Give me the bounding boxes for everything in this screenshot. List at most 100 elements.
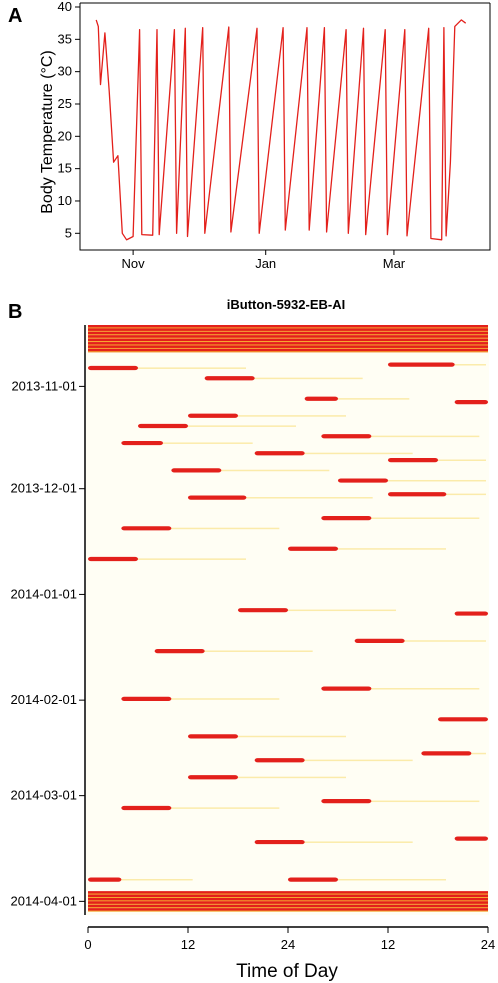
panel-b-date-label: 2013-12-01 — [11, 481, 78, 496]
arousal-bout — [188, 413, 238, 418]
arousal-bout — [304, 396, 338, 401]
arousal-bout — [321, 434, 372, 439]
euthermic-row-stripe — [88, 351, 488, 353]
panel-a-x-tick-label: Mar — [383, 256, 406, 271]
euthermic-row-stripe — [88, 910, 488, 912]
euthermic-row — [88, 904, 488, 909]
arousal-bout — [188, 734, 238, 739]
arousal-bout — [421, 751, 472, 756]
euthermic-row — [88, 891, 488, 895]
arousal-cooling-tail — [402, 640, 486, 642]
panel-b-actogram-heatmap: 2013-11-01 2013-12-01 2014-01-01 2014-02-01… — [11, 325, 495, 982]
arousal-cooling-tail — [386, 479, 486, 482]
arousal-bout — [321, 515, 372, 521]
panel-a-y-axis: 5 10 15 20 25 30 35 40 — [58, 0, 80, 240]
arousal-bout — [121, 440, 163, 446]
arousal-cooling-tail — [169, 807, 280, 809]
panel-a-y-tick-label: 40 — [58, 0, 72, 14]
panel-a-line-chart: 5 10 15 20 25 30 35 40 Nov Jan Mar Body Temperatu… — [39, 0, 491, 271]
arousal-bout — [204, 376, 255, 381]
arousal-cooling-tail — [136, 367, 246, 369]
panel-a-letter: A — [8, 5, 22, 27]
arousal-bout — [88, 556, 138, 562]
euthermic-row-stripe — [88, 893, 488, 895]
panel-a-y-tick-label: 35 — [58, 31, 72, 46]
panel-b-y-axis: 2013-11-01 2013-12-01 2014-01-01 2014-02-01… — [11, 378, 85, 908]
arousal-cooling-tail — [436, 459, 486, 462]
arousal-cooling-tail — [219, 469, 330, 472]
arousal-bout — [254, 758, 305, 763]
arousal-bout — [354, 638, 405, 643]
panel-b-x-tick-label: 24 — [481, 937, 495, 952]
panel-a-y-tick-label: 10 — [58, 193, 72, 208]
panel-b-x-tick-label: 12 — [381, 937, 395, 952]
euthermic-row-stripe — [88, 337, 488, 339]
arousal-bout — [388, 492, 447, 497]
euthermic-row-stripe — [88, 347, 488, 349]
arousal-cooling-tail — [336, 878, 446, 881]
panel-a-y-tick-label: 15 — [58, 161, 72, 176]
euthermic-row-stripe — [88, 907, 488, 909]
arousal-cooling-tail — [236, 776, 346, 779]
arousal-cooling-tail — [302, 841, 413, 843]
panel-b-date-label: 2014-01-01 — [11, 586, 78, 601]
arousal-bout — [171, 468, 222, 473]
euthermic-row-stripe — [88, 334, 488, 336]
arousal-bout — [188, 775, 238, 780]
euthermic-row-stripe — [88, 903, 488, 905]
arousal-cooling-tail — [244, 497, 373, 499]
euthermic-row-stripe — [88, 900, 488, 902]
arousal-cooling-tail — [286, 609, 396, 612]
arousal-cooling-tail — [119, 878, 193, 881]
arousal-bout — [254, 451, 305, 456]
arousal-bout — [454, 611, 488, 616]
arousal-cooling-tail — [202, 650, 313, 652]
panel-b-x-tick-label: 24 — [281, 937, 295, 952]
arousal-cooling-tail — [369, 688, 480, 690]
euthermic-row-stripe — [88, 341, 488, 343]
arousal-bout — [321, 799, 372, 804]
panel-b-date-label: 2014-02-01 — [11, 692, 78, 707]
arousal-cooling-tail — [336, 548, 446, 550]
arousal-cooling-tail — [369, 800, 480, 803]
arousal-cooling-tail — [469, 752, 486, 755]
panel-b-letter: B — [8, 301, 22, 323]
euthermic-row — [88, 335, 488, 339]
arousal-bout — [121, 526, 172, 531]
euthermic-row-stripe — [88, 344, 488, 346]
arousal-bout — [454, 400, 488, 405]
arousal-bout — [121, 696, 172, 701]
arousal-cooling-tail — [236, 735, 346, 738]
arousal-bout — [254, 839, 305, 845]
panel-b-date-label: 2013-11-01 — [11, 378, 77, 393]
panel-a-frame — [79, 2, 491, 251]
arousal-bout — [288, 546, 338, 551]
euthermic-row — [88, 338, 488, 343]
arousal-cooling-tail — [369, 517, 480, 519]
arousal-cooling-tail — [369, 435, 480, 438]
actogram-background — [86, 325, 489, 915]
arousal-cooling-tail — [136, 558, 246, 560]
panel-a-y-tick-label: 30 — [58, 64, 72, 79]
euthermic-row-stripe — [88, 330, 488, 332]
panel-a-x-tick-label: Nov — [122, 256, 146, 271]
arousal-bout — [154, 648, 205, 654]
panel-b-title: iButton-5932-EB-AI — [227, 297, 345, 312]
arousal-cooling-tail — [302, 759, 413, 762]
arousal-cooling-tail — [169, 527, 280, 530]
panel-a-x-tick-label: Jan — [255, 256, 276, 271]
actogram-rows — [88, 325, 488, 912]
arousal-bout — [138, 423, 188, 429]
arousal-cooling-tail — [161, 442, 253, 444]
arousal-cooling-tail — [302, 452, 413, 455]
arousal-bout — [454, 836, 488, 841]
arousal-bout — [288, 877, 338, 882]
euthermic-row — [88, 325, 488, 329]
euthermic-row — [88, 897, 488, 902]
arousal-bout — [238, 608, 288, 613]
body-temperature-series-line — [95, 19, 467, 241]
arousal-cooling-tail — [252, 377, 363, 380]
euthermic-row-stripe — [88, 896, 488, 898]
panel-a-y-tick-label: 25 — [58, 96, 72, 111]
